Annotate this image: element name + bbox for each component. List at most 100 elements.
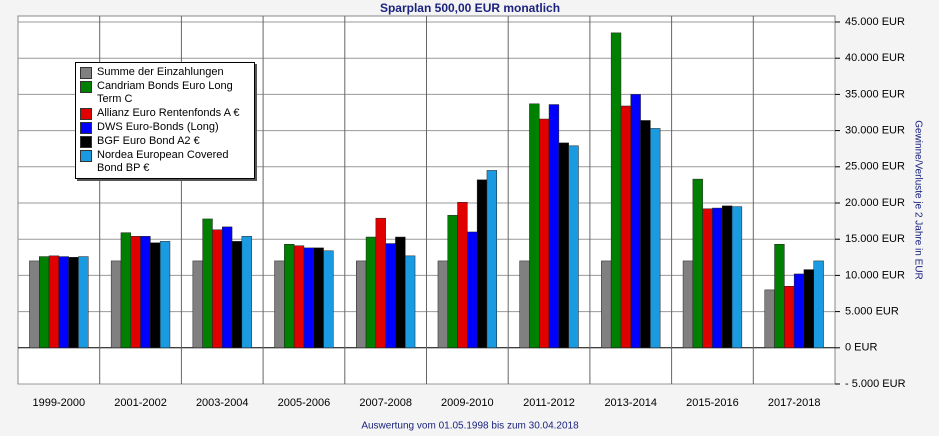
bar (140, 236, 151, 349)
bar (78, 256, 89, 349)
bar (375, 217, 386, 349)
bar (722, 205, 733, 349)
legend: Summe der Einzahlungen Candriam Bonds Eur… (75, 62, 255, 179)
legend-item: Summe der Einzahlungen (80, 66, 250, 79)
bar (813, 260, 824, 349)
legend-label: Candriam Bonds Euro Long Term C (97, 80, 233, 105)
y-tick-label: 0 EUR (845, 342, 877, 354)
bar (437, 260, 449, 349)
legend-item: DWS Euro-Bonds (Long) (80, 121, 250, 134)
legend-item: Nordea European Covered Bond BP € (80, 149, 250, 175)
x-tick-label: 2003-2004 (196, 397, 249, 409)
bar (467, 231, 478, 349)
legend-label: BGF Euro Bond A2 € (97, 135, 200, 147)
x-tick-label: 2001-2002 (114, 397, 167, 409)
bar (601, 260, 612, 349)
bar (192, 260, 203, 349)
y-tick-label: 40.000 EUR (845, 52, 905, 64)
bar (568, 145, 579, 349)
bar (150, 242, 161, 349)
bar (202, 218, 213, 349)
bar (630, 94, 641, 349)
bar (640, 120, 651, 349)
y-tick-label: 25.000 EUR (845, 161, 905, 173)
x-tick-label: 2011-2012 (523, 397, 575, 409)
bar (159, 241, 171, 349)
bar (323, 250, 334, 349)
bar (120, 232, 131, 349)
legend-swatch (80, 81, 92, 93)
bar (110, 260, 122, 349)
bar (395, 236, 406, 349)
bar (476, 179, 488, 349)
legend-label: DWS Euro-Bonds (Long) (97, 121, 219, 133)
bar (457, 202, 468, 349)
legend-swatch (80, 108, 92, 120)
bar (58, 256, 69, 349)
bar (293, 245, 305, 349)
y-tick-label: 35.000 EUR (845, 88, 905, 100)
bar (313, 247, 324, 349)
bar (692, 178, 703, 349)
bar (130, 236, 141, 349)
x-tick-label: 2009-2010 (441, 397, 494, 409)
legend-label: Summe der Einzahlungen (97, 66, 224, 78)
y-tick-label: 15.000 EUR (845, 233, 905, 245)
bar (39, 256, 50, 349)
bar (731, 206, 743, 349)
bar (548, 104, 560, 349)
legend-label: Nordea European Covered Bond BP € (97, 149, 229, 174)
bar (650, 128, 661, 349)
bar (356, 260, 367, 349)
bar (803, 269, 815, 349)
bar (385, 243, 396, 349)
y-tick-label: 45.000 EUR (845, 16, 905, 28)
legend-label: Allianz Euro Rentenfonds A € (97, 107, 240, 119)
bar (764, 289, 775, 349)
bar (774, 244, 785, 349)
y-axis-label: Gewinne/Verluste je 2 Jahre in EUR (912, 120, 923, 280)
x-tick-label: 2017-2018 (768, 397, 821, 409)
y-tick-label: 20.000 EUR (845, 197, 905, 209)
chart-title: Sparplan 500,00 EUR monatlich (380, 1, 560, 15)
bar (48, 255, 60, 349)
bar (712, 207, 723, 349)
x-tick-label: 1999-2000 (33, 397, 86, 409)
bar (212, 229, 223, 349)
x-tick-label: 2015-2016 (686, 397, 739, 409)
bar (610, 32, 622, 349)
bar (447, 215, 458, 349)
bar (486, 170, 498, 349)
bar (682, 260, 694, 349)
legend-swatch (80, 136, 92, 148)
bar (284, 244, 295, 349)
chart-subtitle: Auswertung vom 01.05.1998 bis zum 30.04.… (361, 421, 579, 432)
bar (620, 105, 632, 349)
y-tick-label: - 5.000 EUR (845, 378, 906, 390)
y-tick-label: 10.000 EUR (845, 269, 905, 281)
bar (529, 103, 540, 349)
bar (793, 273, 805, 349)
bar (365, 236, 377, 349)
bar (519, 260, 530, 349)
legend-swatch (80, 150, 92, 162)
bar (29, 260, 40, 349)
legend-swatch (80, 67, 92, 79)
bar (68, 257, 79, 349)
y-tick-label: 30.000 EUR (845, 125, 905, 137)
bar (241, 236, 252, 349)
bar (222, 226, 233, 349)
legend-item: Allianz Euro Rentenfonds A € (80, 107, 250, 120)
bar (405, 255, 416, 349)
x-tick-label: 2013-2014 (604, 397, 657, 409)
bar (231, 241, 243, 349)
bar (702, 208, 713, 349)
legend-item: Candriam Bonds Euro Long Term C (80, 80, 250, 106)
x-tick-label: 2007-2008 (359, 397, 412, 409)
bar (784, 286, 795, 349)
bar (274, 260, 285, 349)
y-tick-label: 5.000 EUR (845, 306, 899, 318)
bar (303, 247, 315, 349)
